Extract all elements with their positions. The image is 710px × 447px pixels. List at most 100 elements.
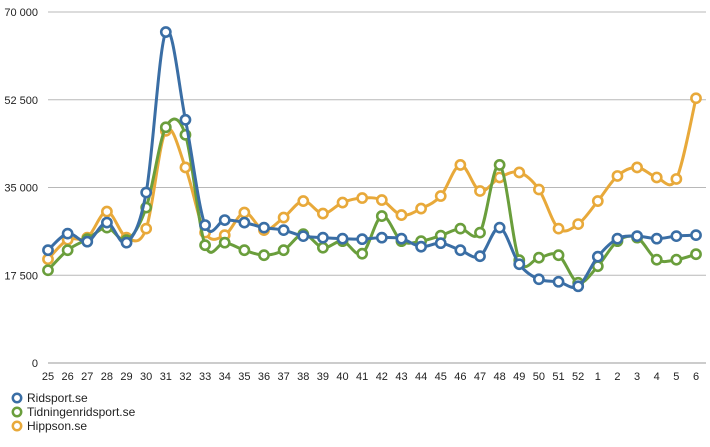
legend-marker-icon [11, 420, 23, 432]
legend: Ridsport.seTidningenridsport.seHippson.s… [11, 391, 136, 433]
data-point [650, 253, 663, 266]
data-point [61, 227, 74, 240]
data-point [61, 244, 74, 257]
data-point [474, 226, 486, 239]
data-point [493, 221, 506, 234]
data-point [493, 159, 506, 171]
x-tick-label: 26 [62, 371, 74, 383]
data-point [140, 222, 153, 235]
x-tick-label: 36 [258, 371, 270, 383]
y-tick-label: 35 000 [4, 183, 38, 195]
data-point [120, 236, 133, 249]
data-point [572, 218, 585, 231]
legend-label: Tidningenridsport.se [27, 405, 136, 419]
series-lines [42, 26, 702, 293]
data-point [238, 206, 251, 219]
y-tick-label: 17 500 [4, 270, 38, 282]
data-point [101, 205, 113, 218]
data-point [474, 185, 486, 197]
x-tick-label: 52 [572, 371, 584, 383]
x-tick-label: 28 [101, 371, 113, 383]
legend-item: Tidningenridsport.se [11, 405, 136, 419]
data-point [690, 248, 702, 261]
data-point [670, 173, 683, 185]
x-tick-label: 44 [415, 371, 427, 383]
x-tick-label: 6 [693, 371, 699, 383]
data-point [415, 202, 427, 215]
data-point [375, 210, 388, 222]
data-point [650, 171, 663, 184]
x-tick-label: 32 [179, 371, 191, 383]
data-point [454, 159, 467, 171]
data-point [552, 249, 565, 262]
x-tick-label: 42 [376, 371, 388, 383]
x-tick-label: 43 [395, 371, 407, 383]
x-tick-label: 50 [533, 371, 545, 383]
series-line [46, 29, 697, 290]
data-point [434, 237, 447, 250]
data-point [277, 211, 290, 224]
x-tick-label: 4 [654, 371, 660, 383]
data-point [258, 221, 270, 234]
data-point [513, 166, 526, 179]
data-point [218, 236, 231, 249]
data-point [591, 250, 604, 263]
data-point [297, 195, 310, 207]
x-tick-label: 30 [140, 371, 152, 383]
data-point [650, 232, 663, 245]
data-point [631, 161, 643, 174]
y-tick-label: 52 500 [4, 95, 38, 107]
data-point [375, 194, 388, 206]
data-point [42, 244, 54, 257]
data-point [238, 244, 251, 257]
data-point [81, 235, 94, 248]
x-tick-label: 3 [634, 371, 640, 383]
x-tick-label: 38 [297, 371, 309, 383]
x-tick-label: 37 [278, 371, 290, 383]
data-point [356, 247, 369, 260]
data-point [611, 170, 624, 182]
data-point [591, 195, 604, 207]
data-point [101, 216, 113, 229]
data-point [375, 231, 388, 244]
data-point [670, 253, 683, 266]
x-tick-label: 51 [552, 371, 564, 383]
series-line [46, 97, 698, 261]
data-point [336, 196, 349, 209]
data-point [415, 240, 427, 253]
y-tick-label: 0 [32, 358, 38, 370]
data-point [317, 207, 329, 220]
data-point [238, 216, 251, 229]
data-point [159, 121, 172, 134]
data-point [670, 230, 683, 243]
x-tick-label: 49 [513, 371, 525, 383]
data-point [513, 258, 526, 271]
x-tick-label: 1 [595, 371, 601, 383]
data-point [258, 249, 270, 262]
data-point [552, 222, 565, 235]
y-axis: 0 17 500 35 000 52 500 70 000 [4, 7, 38, 370]
data-point [218, 214, 231, 226]
y-tick-label: 70 000 [4, 7, 38, 19]
x-tick-label: 45 [435, 371, 447, 383]
data-point [42, 264, 54, 277]
legend-item: Hippson.se [11, 419, 87, 433]
x-tick-label: 35 [238, 371, 250, 383]
data-point [454, 222, 467, 235]
data-point [179, 161, 192, 174]
data-point [395, 232, 408, 245]
data-point [317, 241, 329, 254]
x-tick-label: 39 [317, 371, 329, 383]
data-point [356, 233, 369, 246]
x-tick-label: 31 [160, 371, 172, 383]
x-tick-label: 34 [219, 371, 231, 383]
data-point [199, 239, 211, 252]
data-point [533, 273, 545, 286]
data-point [199, 219, 211, 232]
data-point [690, 229, 702, 242]
data-point [631, 230, 643, 243]
data-point [611, 232, 624, 245]
x-tick-label: 46 [454, 371, 466, 383]
data-point [690, 92, 702, 105]
